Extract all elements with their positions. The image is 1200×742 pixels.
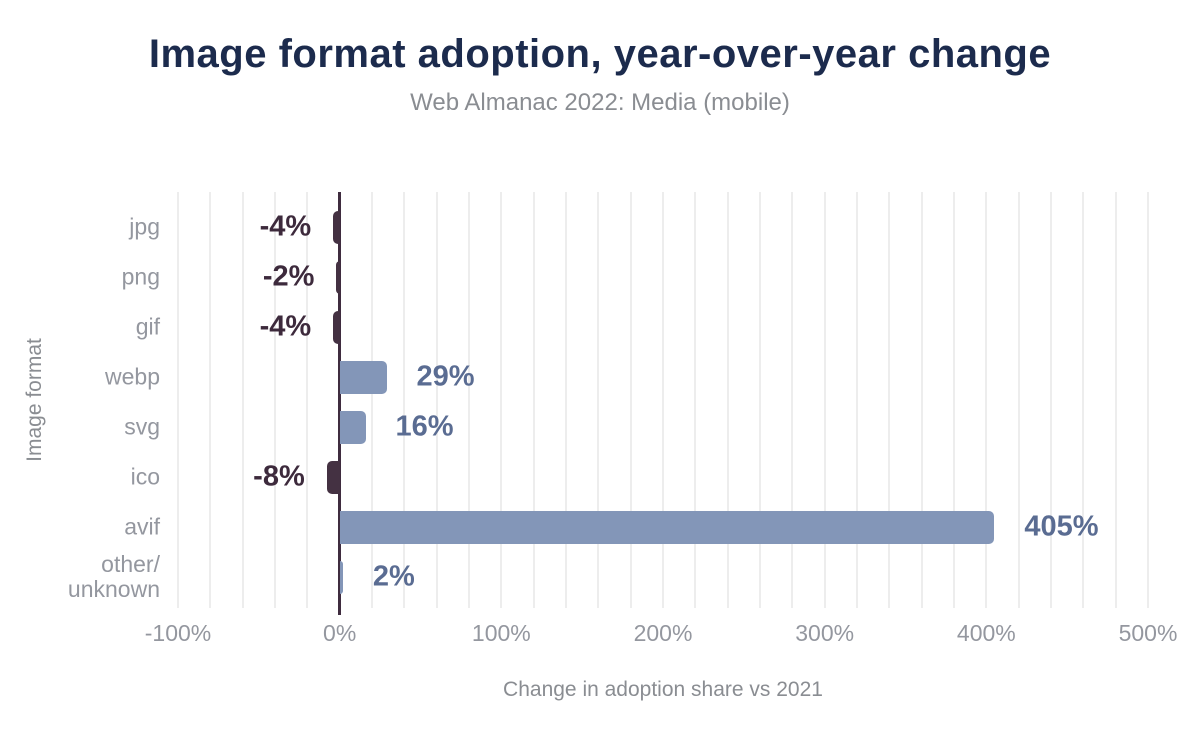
bar-ico <box>326 460 340 494</box>
value-label-gif: -4% <box>259 310 312 343</box>
value-label-svg: 16% <box>395 410 454 443</box>
gridline <box>662 192 664 608</box>
zero-axis-line <box>338 192 342 615</box>
gridline <box>629 192 632 608</box>
category-label-avif: avif <box>124 513 160 540</box>
gridline <box>985 192 988 608</box>
gridline <box>1050 192 1052 608</box>
value-label-png: -2% <box>262 260 315 293</box>
x-tick-label: 500% <box>1118 620 1178 646</box>
y-axis-labels: jpg png gif webp svg ico avif other/ unknown <box>0 192 160 608</box>
gridline <box>274 192 276 608</box>
value-label-ico: -8% <box>253 460 305 493</box>
gridline <box>759 192 761 608</box>
gridline <box>1017 192 1020 608</box>
category-label-gif: gif <box>135 313 160 340</box>
gridline <box>306 192 309 608</box>
category-label-svg: svg <box>124 413 160 440</box>
gridline <box>565 192 567 608</box>
value-label-other: 2% <box>372 560 415 593</box>
gridline <box>177 192 179 608</box>
gridline <box>823 192 826 608</box>
gridline <box>241 192 244 608</box>
bar-svg <box>339 410 366 444</box>
gridline <box>403 192 406 608</box>
x-axis-ticks: -100% 0% 100% 200% 300% 400% 500% <box>145 620 1178 648</box>
gridline <box>953 192 955 608</box>
category-label-other: other/ unknown <box>67 551 160 602</box>
gridline <box>371 192 373 608</box>
category-label-png: png <box>121 263 160 290</box>
bar-png <box>336 260 340 294</box>
bar-avif <box>339 510 995 544</box>
bar-webp <box>339 360 387 394</box>
chart-title: Image format adoption, year-over-year ch… <box>148 32 1052 76</box>
x-tick-label: -100% <box>144 620 212 646</box>
x-axis-title: Change in adoption share vs 2021 <box>503 678 823 701</box>
gridline <box>597 192 600 608</box>
category-label-webp: webp <box>105 363 160 390</box>
gridline <box>209 192 212 608</box>
gridline <box>532 192 535 608</box>
gridline <box>1114 192 1117 608</box>
gridline <box>791 192 794 608</box>
value-label-jpg: -4% <box>259 210 312 243</box>
gridline <box>920 192 923 608</box>
bar-jpg <box>333 210 340 244</box>
x-tick-label: 0% <box>323 620 357 646</box>
x-tick-label: 300% <box>795 620 855 646</box>
category-label-ico: ico <box>130 463 160 490</box>
gridline <box>1147 192 1149 608</box>
plot-area: -4% -2% -4% 29% 16% -8% 405% 2% <box>177 192 1149 615</box>
bar-gif <box>333 310 340 344</box>
gridline <box>888 192 891 608</box>
x-tick-label: 200% <box>633 620 693 646</box>
category-label-jpg: jpg <box>129 213 160 240</box>
bar-other <box>339 560 343 594</box>
x-tick-label: 100% <box>471 620 531 646</box>
value-label-avif: 405% <box>1024 510 1099 543</box>
value-label-webp: 29% <box>416 360 475 393</box>
chart-subtitle: Web Almanac 2022: Media (mobile) <box>410 89 790 116</box>
gridline <box>726 192 729 608</box>
gridline <box>856 192 858 608</box>
y-axis-title: Image format <box>23 338 46 462</box>
gridline <box>468 192 470 608</box>
gridline <box>435 192 438 608</box>
x-tick-label: 400% <box>956 620 1016 646</box>
gridline <box>500 192 503 608</box>
gridline <box>1082 192 1085 608</box>
gridline <box>694 192 697 608</box>
